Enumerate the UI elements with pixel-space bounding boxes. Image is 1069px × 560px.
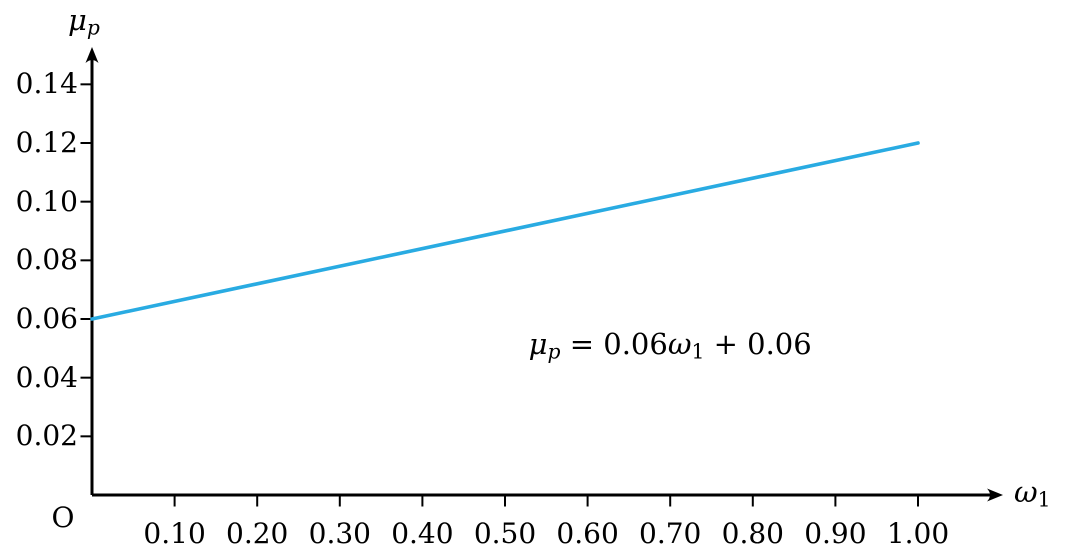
y-tick-label: 0.06 bbox=[15, 302, 78, 335]
x-tick-label: 0.70 bbox=[639, 517, 702, 550]
y-tick-label: 0.10 bbox=[15, 184, 78, 218]
math-segment: = 0.06 bbox=[560, 327, 668, 362]
math-segment: μ bbox=[68, 3, 87, 37]
y-axis-label: μp bbox=[68, 3, 100, 38]
x-tick-label: 0.80 bbox=[721, 517, 784, 550]
math-segment: ω bbox=[667, 327, 692, 362]
y-tick-label: 0.08 bbox=[15, 243, 78, 277]
origin-label: O bbox=[51, 501, 75, 534]
y-tick-label: 0.04 bbox=[15, 360, 78, 394]
x-tick-label: 0.90 bbox=[804, 517, 867, 550]
equation-annotation: μp = 0.06ω1 + 0.06 bbox=[490, 327, 850, 362]
x-tick-label: 0.50 bbox=[473, 517, 537, 550]
series-line-portfolio-return-line bbox=[90, 141, 920, 321]
math-segment: ω bbox=[1014, 475, 1038, 509]
y-tick-label: 0.12 bbox=[15, 126, 78, 159]
x-tick-label: 0.40 bbox=[391, 517, 454, 550]
x-tick-label: 1.00 bbox=[886, 517, 950, 550]
math-segment: p bbox=[547, 339, 561, 364]
math-segment: p bbox=[86, 15, 100, 40]
y-tick-label: 0.02 bbox=[15, 419, 78, 453]
x-axis-arrowhead bbox=[987, 488, 1003, 502]
math-segment: 1 bbox=[1037, 487, 1051, 512]
x-tick-label: 0.30 bbox=[308, 517, 371, 550]
x-axis-label: ω1 bbox=[1014, 475, 1051, 510]
x-tick-label: 0.10 bbox=[143, 517, 206, 550]
x-tick-label: 0.20 bbox=[226, 517, 289, 550]
math-segment: + 0.06 bbox=[704, 327, 812, 362]
math-segment: 1 bbox=[691, 339, 705, 364]
math-segment: μ bbox=[528, 327, 548, 362]
x-tick-label: 0.60 bbox=[556, 517, 619, 550]
y-axis-arrowhead bbox=[85, 47, 99, 63]
y-tick-label: 0.14 bbox=[15, 67, 78, 101]
